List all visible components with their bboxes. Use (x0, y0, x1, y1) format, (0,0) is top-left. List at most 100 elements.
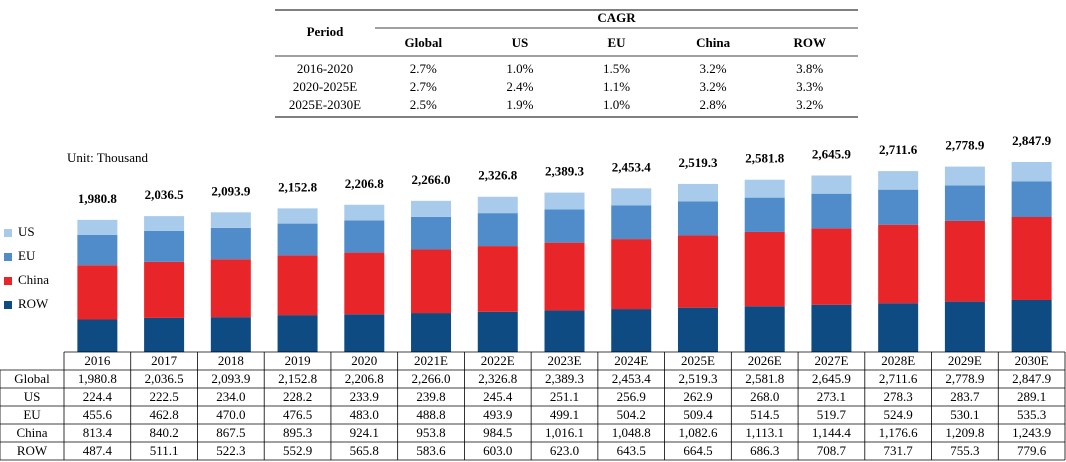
table-cell: 3.3% (796, 79, 823, 94)
table-header: Global (405, 35, 443, 50)
x-tick-label: 2021E (414, 353, 448, 368)
x-tick-label: 2025E (681, 353, 715, 368)
table-cell: 2016-2020 (297, 61, 353, 76)
table-cell: 1,209.8 (945, 425, 984, 440)
table-cell: 2,093.9 (211, 371, 250, 386)
total-label: 1,980.8 (78, 191, 118, 206)
table-cell: 509.4 (683, 407, 713, 422)
bar-segment (77, 319, 118, 352)
table-cell: 731.7 (884, 443, 914, 458)
table-cell: 233.9 (350, 389, 379, 404)
table-cell: 462.8 (149, 407, 178, 422)
bar-segment (744, 179, 785, 198)
total-label: 2,519.3 (678, 155, 718, 170)
table-cell: 268.0 (750, 389, 779, 404)
bar-segment (544, 242, 585, 311)
total-label: 2,152.8 (278, 179, 318, 194)
table-cell: 283.7 (950, 389, 980, 404)
table-cell: 519.7 (817, 407, 847, 422)
bar-segment (811, 175, 852, 194)
table-cell: 552.9 (283, 443, 312, 458)
bar-segment (878, 303, 919, 352)
table-cell: 686.3 (750, 443, 779, 458)
table-cell: 256.9 (617, 389, 646, 404)
bar-segment (477, 311, 518, 352)
total-label: 2,453.4 (612, 159, 652, 174)
legend-swatch (4, 277, 12, 285)
total-label: 2,036.5 (145, 187, 185, 202)
legend-label: China (18, 272, 49, 287)
x-tick-label: 2017 (151, 353, 178, 368)
unit-label: Unit: Thousand (67, 150, 149, 165)
total-label: 2,206.8 (345, 176, 385, 191)
table-cell: 228.2 (283, 389, 312, 404)
table-cell: 535.3 (1017, 407, 1046, 422)
table-cell: 487.4 (83, 443, 113, 458)
bar-segment (210, 212, 251, 228)
bar-segment (611, 239, 652, 310)
bar-segment (77, 234, 118, 266)
table-cell: 1,980.8 (78, 371, 117, 386)
table-header: US (512, 35, 529, 50)
table-cell: 499.1 (550, 407, 579, 422)
bar-segment (144, 261, 185, 318)
table-cell: 278.3 (884, 389, 913, 404)
table-cell: 953.8 (416, 425, 445, 440)
table-cell: 483.0 (350, 407, 379, 422)
table-cell: 643.5 (617, 443, 646, 458)
x-tick-label: 2022E (481, 353, 515, 368)
table-cell: 289.1 (1017, 389, 1046, 404)
table-cell: 2,453.4 (612, 371, 652, 386)
table-cell: 514.5 (750, 407, 779, 422)
table-cell: 565.8 (350, 443, 379, 458)
bar-segment (878, 224, 919, 304)
bar-segment (744, 306, 785, 352)
table-cell: 1.5% (603, 61, 630, 76)
total-label: 2,326.8 (478, 168, 518, 183)
table-cell: 2.7% (410, 61, 437, 76)
x-tick-label: 2028E (881, 353, 915, 368)
row-label: China (16, 425, 47, 440)
table-cell: 2.5% (410, 97, 437, 112)
x-tick-label: 2020 (351, 353, 377, 368)
legend-label: EU (18, 248, 36, 263)
table-cell: 2,389.3 (545, 371, 584, 386)
table-cell: 239.8 (416, 389, 445, 404)
table-cell: 2,778.9 (945, 371, 984, 386)
bar-segment (544, 209, 585, 243)
table-cell: 1.1% (603, 79, 630, 94)
table-cell: 245.4 (483, 389, 513, 404)
bar-segment (210, 317, 251, 352)
bar-segment (611, 188, 652, 206)
table-cell: 273.1 (817, 389, 846, 404)
total-label: 2,266.0 (412, 172, 451, 187)
table-cell: 493.9 (483, 407, 512, 422)
table-cell: 3.2% (796, 97, 823, 112)
bar-segment (344, 252, 385, 315)
x-tick-label: 2027E (814, 353, 848, 368)
row-label: US (24, 389, 41, 404)
table-cell: 779.6 (1017, 443, 1047, 458)
legend-swatch (4, 301, 12, 309)
table-cell: 3.2% (700, 79, 727, 94)
bar-segment (411, 216, 452, 250)
table-cell: 511.1 (150, 443, 179, 458)
table-cell: 455.6 (83, 407, 113, 422)
bar-segment (1011, 299, 1052, 352)
legend-label: ROW (18, 296, 49, 311)
total-label: 2,581.8 (745, 151, 785, 166)
bar-segment (477, 213, 518, 247)
row-label: EU (23, 407, 41, 422)
bar-segment (277, 255, 318, 316)
table-cell: 583.6 (416, 443, 446, 458)
bar-segment (811, 228, 852, 305)
bar-segment (677, 235, 718, 308)
bar-segment (144, 216, 185, 231)
bar-segment (878, 189, 919, 225)
table-header: EU (607, 35, 626, 50)
table-cell: 3.8% (796, 61, 823, 76)
bar-segment (477, 246, 518, 312)
bar-segment (811, 304, 852, 352)
table-cell: 2,581.8 (745, 371, 784, 386)
bar-segment (411, 200, 452, 217)
